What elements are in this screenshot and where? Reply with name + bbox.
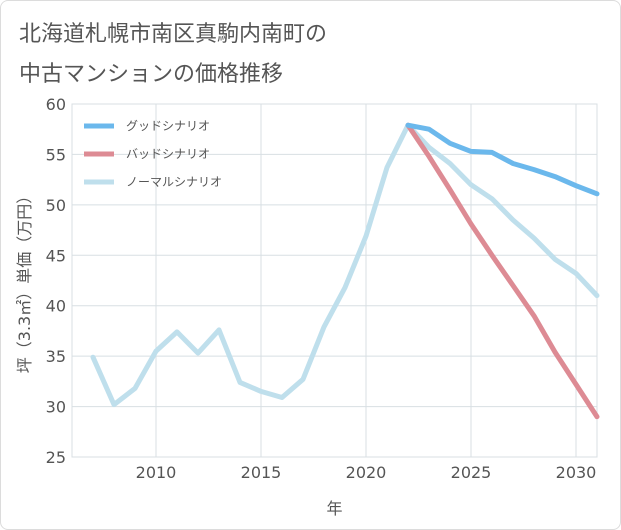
y-tick-label: 30 bbox=[46, 398, 66, 417]
bad-scenario-line bbox=[405, 122, 600, 420]
y-tick-label: 35 bbox=[46, 347, 66, 366]
x-tick-label: 2030 bbox=[556, 463, 597, 482]
x-tick-label: 2015 bbox=[241, 463, 282, 482]
legend-good-scenario-label: グッドシナリオ bbox=[126, 119, 210, 133]
y-tick-label: 60 bbox=[46, 95, 66, 114]
x-tick-label: 2020 bbox=[346, 463, 387, 482]
chart-title-line-2: 中古マンションの価格推移 bbox=[19, 62, 284, 87]
y-axis-label: 坪（3.3㎡）単価（万円） bbox=[15, 188, 34, 373]
y-tick-label: 55 bbox=[46, 145, 66, 164]
x-tick-label: 2025 bbox=[451, 463, 492, 482]
tick-labels: 25 30 35 40 45 50 55 60 2010 2015 2020 2025 2030 bbox=[46, 95, 597, 482]
legend-bad-scenario-label: バッドシナリオ bbox=[126, 147, 210, 161]
grid bbox=[71, 103, 598, 458]
legend-normal-scenario-label: ノーマルシナリオ bbox=[126, 175, 222, 189]
good-scenario-line bbox=[405, 122, 600, 197]
x-tick-label: 2010 bbox=[136, 463, 177, 482]
y-tick-label: 25 bbox=[46, 448, 66, 467]
x-axis-label: 年 bbox=[326, 499, 342, 518]
chart-title-line-1: 北海道札幌市南区真駒内南町の bbox=[19, 22, 328, 47]
series-lines bbox=[90, 122, 600, 420]
y-tick-label: 40 bbox=[46, 297, 66, 316]
y-tick-label: 45 bbox=[46, 246, 66, 265]
normal-scenario-line bbox=[90, 122, 600, 408]
chart-title: 北海道札幌市南区真駒内南町の 中古マンションの価格推移 bbox=[19, 15, 459, 95]
y-tick-label: 50 bbox=[46, 196, 66, 215]
